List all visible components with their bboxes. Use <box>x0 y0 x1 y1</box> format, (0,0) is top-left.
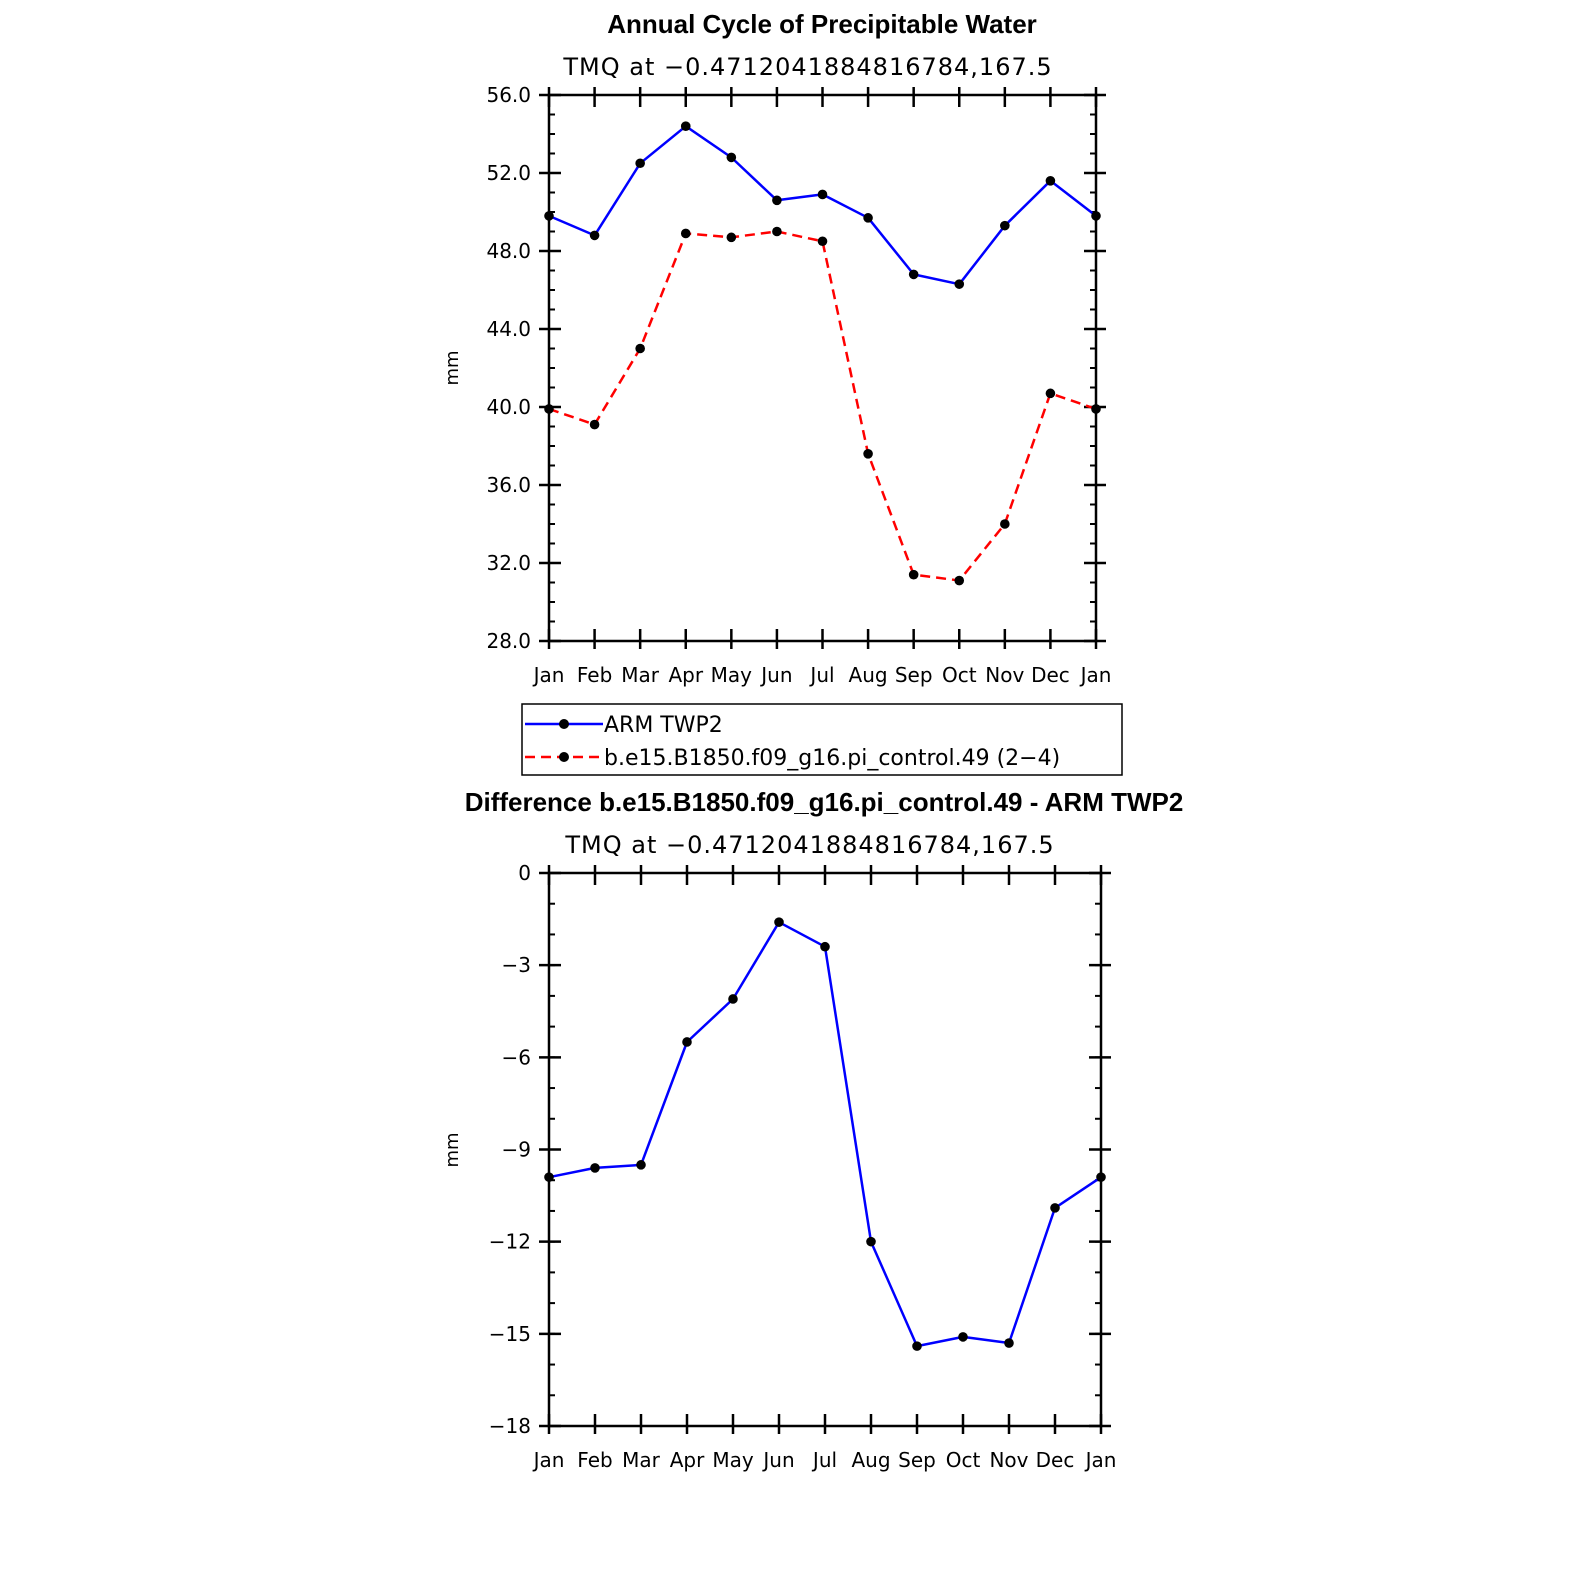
panel1-ytick-label: 56.0 <box>486 83 531 107</box>
panel1-series-0-point <box>635 158 645 169</box>
panel1-series-1-point <box>817 236 828 247</box>
panel1-ytick-label: 40.0 <box>486 395 531 419</box>
panel2-series-0-point <box>912 1341 922 1351</box>
panel1-series-0-point <box>1091 211 1101 221</box>
panel2-xtick-label: Jun <box>761 1448 794 1472</box>
panel2-series-0-point <box>728 994 738 1004</box>
panel1-series-0-point <box>954 279 965 289</box>
panel1-ytick-label: 28.0 <box>486 629 531 653</box>
panel1-xtick-label: Nov <box>985 663 1024 687</box>
legend-frame <box>521 703 1123 776</box>
panel2-series-0-line <box>548 920 1102 1348</box>
panel1-series-0-point <box>544 211 554 221</box>
panel1-xtick-label: Jun <box>759 663 792 687</box>
panel2-xtick-label: Apr <box>670 1448 705 1472</box>
panel2-xtick-label: Jul <box>811 1448 837 1472</box>
panel2-xtick-label: Mar <box>622 1448 661 1472</box>
panel1-ytick-label: 44.0 <box>486 317 531 341</box>
panel2-ytick-label: −15 <box>489 1322 531 1346</box>
panel1-series-1-point <box>1045 388 1056 399</box>
panel1-series-0-point <box>817 189 828 200</box>
panel2-ytick-label: −12 <box>489 1230 531 1254</box>
panel2-series-0-point <box>820 941 830 952</box>
panel1-xtick-label: May <box>711 663 753 687</box>
panel2-plot: Jan Feb Mar Apr May Jun Jul Aug Sep Oct Nov Dec Jan−… <box>489 861 1117 1472</box>
panel2-xtick-label: Sep <box>898 1448 936 1472</box>
panel1-xtick-label: Aug <box>849 663 888 687</box>
panel1-ytick-label: 32.0 <box>486 551 531 575</box>
panel2-ytick-label: −3 <box>502 953 531 977</box>
panel2-subtitle: TMQ at −0.4712041884816784,167.5 <box>564 831 1054 859</box>
panel1-series-1-point <box>863 449 873 459</box>
legend: ARM TWP2 b.e15.B1850.f09_g16.pi_control.… <box>521 703 1123 776</box>
panel1-xtick-label: Jul <box>808 663 834 687</box>
panel1-xtick-label: Mar <box>621 663 660 687</box>
panel1-series-0-point <box>863 213 873 223</box>
panel2-xtick-label: Jan <box>1084 1448 1117 1472</box>
panel2-title: Difference b.e15.B1850.f09_g16.pi_contro… <box>465 787 1184 817</box>
panel1-series-1-line <box>548 230 1097 582</box>
panel1-series-0-point <box>589 230 600 241</box>
panel1-ytick-label: 36.0 <box>486 473 531 497</box>
panel1-plot: Jan Feb Mar Apr May Jun Jul Aug Sep Oct Nov Dec Jan2… <box>486 83 1111 687</box>
legend-marker-arm <box>559 719 569 729</box>
panel1-subtitle: TMQ at −0.4712041884816784,167.5 <box>562 53 1052 81</box>
panel1-series-1-point <box>544 404 554 414</box>
panel2-series-0-point <box>774 917 784 927</box>
panel2-series-0-point <box>1050 1203 1060 1213</box>
panel1-ytick-label: 48.0 <box>486 239 531 263</box>
legend-marker-model <box>559 752 569 762</box>
panel1-series-1-point <box>680 228 691 239</box>
panel2-series-0-point <box>1004 1338 1014 1348</box>
panel2-xtick-label: Nov <box>989 1448 1028 1472</box>
panel1-series-0-point <box>772 195 782 206</box>
panel1-series-0-line <box>548 124 1097 286</box>
panel2-series-0-point <box>958 1332 968 1342</box>
panel1-series-1-point <box>635 343 645 354</box>
panel2-series-0-point <box>1096 1172 1106 1182</box>
panel2-series-0-point <box>544 1172 554 1182</box>
panel2-series-0-point <box>636 1160 646 1170</box>
panel2-xtick-label: May <box>712 1448 754 1472</box>
panel1-xtick-label: Jan <box>1079 663 1112 687</box>
panel1-xtick-label: Apr <box>668 663 703 687</box>
panel2-series-0-point <box>866 1236 876 1247</box>
panel2-xtick-label: Oct <box>946 1448 981 1472</box>
panel1-series-1-point <box>589 419 600 430</box>
panel2-xtick-label: Feb <box>577 1448 612 1472</box>
panel2-xtick-label: Dec <box>1036 1448 1075 1472</box>
panel1-xtick-label: Jan <box>532 663 565 687</box>
panel1-xtick-label: Dec <box>1031 663 1070 687</box>
legend-label-model: b.e15.B1850.f09_g16.pi_control.49 (2−4) <box>604 746 1060 771</box>
panel2-ytick-label: −18 <box>489 1414 531 1438</box>
panel1-series-1-point <box>726 232 737 243</box>
panel2-ytick-label: −6 <box>502 1045 531 1069</box>
panel2-ylabel: mm <box>442 1132 463 1167</box>
panel1-series-1-point <box>1000 519 1010 529</box>
panel1-title: Annual Cycle of Precipitable Water <box>607 9 1037 39</box>
panel1-series-0-point <box>1045 176 1056 186</box>
panel1-series-1-point <box>1091 404 1101 414</box>
panel2-xtick-label: Jan <box>532 1448 565 1472</box>
panel2-ytick-label: 0 <box>518 861 531 885</box>
panel2-ytick-label: −9 <box>502 1138 531 1162</box>
legend-label-arm: ARM TWP2 <box>604 713 723 738</box>
panel1-series-0-point <box>908 269 919 280</box>
panel1-xtick-label: Oct <box>942 663 977 687</box>
panel1-series-1-point <box>954 575 965 586</box>
panel2-xtick-label: Aug <box>851 1448 890 1472</box>
panel1-series-1-point <box>908 569 919 580</box>
panel1-series-0-point <box>726 152 737 163</box>
panel1-xtick-label: Sep <box>895 663 933 687</box>
panel1-series-0-point <box>680 121 691 131</box>
panel1-ytick-label: 52.0 <box>486 161 531 185</box>
panel2-series-0-point <box>682 1037 692 1047</box>
panel1-series-0-point <box>1000 220 1010 231</box>
panel2-series-0-point <box>590 1163 600 1173</box>
panel1-series-1-point <box>772 226 782 237</box>
panel2-frame <box>547 871 1103 1428</box>
panel1-ylabel: mm <box>442 350 463 385</box>
panel1-xtick-label: Feb <box>577 663 612 687</box>
